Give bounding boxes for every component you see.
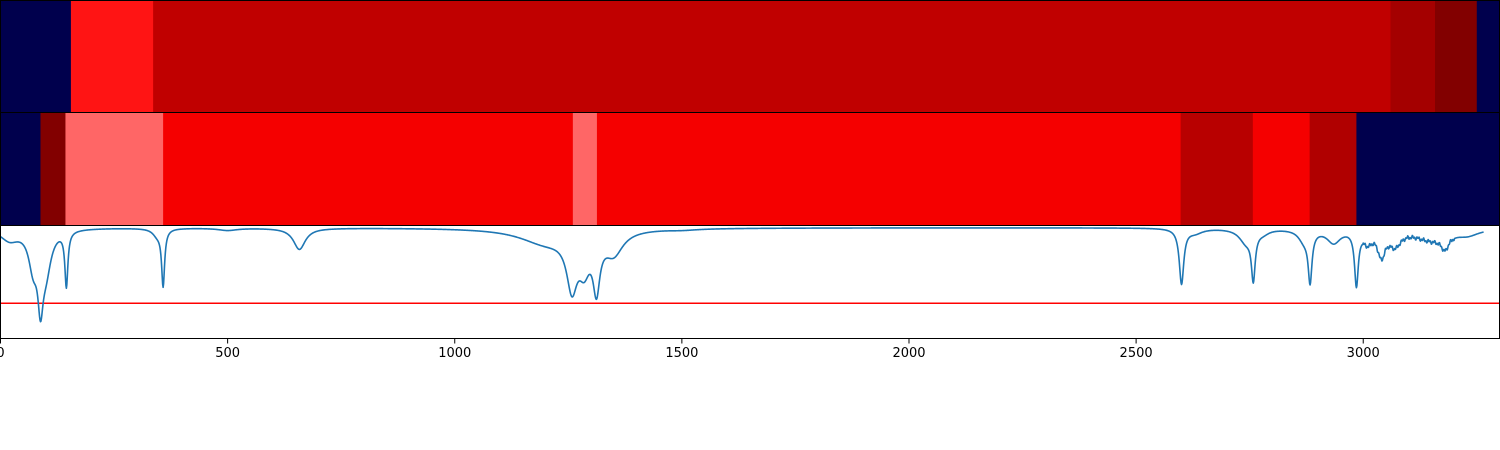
top-band-segment-1 [0, 0, 72, 113]
spectrum-series-line [0, 227, 1484, 323]
spectrum-panel [0, 225, 1500, 339]
middle-band-segment-8 [1252, 112, 1311, 226]
spectrum-plot-background [0, 225, 1500, 339]
top-band-segment-6 [1476, 0, 1500, 113]
top-band-segment-2 [70, 0, 154, 113]
x-tick-label-1500: 1500 [665, 346, 698, 361]
x-axis: 0 500 1000 1500 2000 2500 3000 [0, 338, 1380, 361]
top-band-segment-5 [1434, 0, 1478, 113]
middle-band-segment-4 [163, 112, 574, 226]
middle-band-segment-7 [1180, 112, 1254, 226]
middle-band-segment-5 [572, 112, 598, 226]
top-heatmap-band [0, 0, 1500, 113]
x-tick-label-500: 500 [215, 346, 240, 361]
top-band-segment-3 [153, 0, 1392, 113]
middle-band-segment-6 [596, 112, 1182, 226]
x-tick-label-2000: 2000 [892, 346, 925, 361]
middle-band-segment-10 [1356, 112, 1500, 226]
x-tick-label-0: 0 [0, 346, 5, 361]
middle-heatmap-band [0, 112, 1500, 226]
x-tick-label-1000: 1000 [438, 346, 471, 361]
middle-band-segment-3 [65, 112, 164, 226]
top-band-segment-4 [1390, 0, 1436, 113]
middle-band-segment-2 [40, 112, 67, 226]
x-tick-label-3000: 3000 [1347, 346, 1380, 361]
middle-band-segment-1 [0, 112, 42, 226]
x-tick-label-2500: 2500 [1120, 346, 1153, 361]
middle-band-segment-9 [1309, 112, 1358, 226]
